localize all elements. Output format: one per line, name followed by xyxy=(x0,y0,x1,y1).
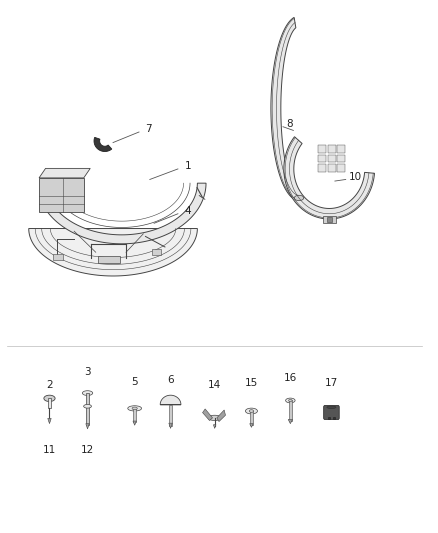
Ellipse shape xyxy=(249,410,254,413)
Polygon shape xyxy=(39,168,90,178)
Text: 2: 2 xyxy=(46,380,53,390)
Polygon shape xyxy=(284,136,374,219)
Text: 17: 17 xyxy=(325,378,338,389)
Bar xyxy=(323,216,336,223)
Polygon shape xyxy=(202,409,212,421)
Text: 5: 5 xyxy=(131,377,138,387)
Bar xyxy=(333,417,336,419)
Bar xyxy=(318,145,326,152)
Polygon shape xyxy=(29,229,198,276)
Bar xyxy=(289,400,292,421)
Text: 3: 3 xyxy=(84,367,91,377)
Bar xyxy=(318,155,326,162)
Ellipse shape xyxy=(82,391,93,395)
Ellipse shape xyxy=(327,406,336,408)
Text: 7: 7 xyxy=(145,124,152,134)
Bar xyxy=(98,256,120,263)
Bar xyxy=(328,417,330,419)
Bar xyxy=(328,164,336,172)
Bar xyxy=(338,155,345,162)
Text: 12: 12 xyxy=(81,445,94,455)
Ellipse shape xyxy=(208,415,221,421)
Bar xyxy=(134,408,136,422)
Bar xyxy=(328,145,336,152)
Bar xyxy=(169,405,172,426)
Polygon shape xyxy=(250,424,253,427)
Polygon shape xyxy=(271,18,299,200)
Bar xyxy=(48,398,51,408)
Bar xyxy=(152,248,162,255)
Polygon shape xyxy=(160,395,181,405)
Polygon shape xyxy=(86,424,89,429)
Ellipse shape xyxy=(128,406,141,411)
Text: 6: 6 xyxy=(167,375,174,385)
Polygon shape xyxy=(39,178,84,212)
Bar xyxy=(53,254,64,260)
Text: 10: 10 xyxy=(349,172,362,182)
Polygon shape xyxy=(169,423,172,429)
Bar xyxy=(338,145,345,152)
Text: 1: 1 xyxy=(184,161,191,171)
Ellipse shape xyxy=(294,195,304,200)
Ellipse shape xyxy=(84,405,92,408)
Polygon shape xyxy=(94,138,112,151)
FancyBboxPatch shape xyxy=(324,406,339,419)
Bar xyxy=(86,393,89,425)
Ellipse shape xyxy=(286,398,295,403)
Bar xyxy=(327,217,332,222)
Text: 8: 8 xyxy=(286,119,293,129)
Polygon shape xyxy=(133,421,136,425)
Ellipse shape xyxy=(44,395,55,401)
Bar xyxy=(318,164,326,172)
Bar xyxy=(250,411,253,425)
Ellipse shape xyxy=(245,408,258,414)
Bar xyxy=(338,164,345,172)
Ellipse shape xyxy=(289,399,292,401)
Text: 16: 16 xyxy=(284,373,297,383)
Text: 11: 11 xyxy=(43,445,56,455)
Polygon shape xyxy=(288,419,293,424)
Polygon shape xyxy=(48,418,51,424)
Polygon shape xyxy=(217,410,226,422)
Ellipse shape xyxy=(132,407,137,410)
Polygon shape xyxy=(40,183,206,244)
Bar xyxy=(328,155,336,162)
Text: 4: 4 xyxy=(184,206,191,216)
Text: 14: 14 xyxy=(208,380,221,390)
Text: 15: 15 xyxy=(245,378,258,389)
Polygon shape xyxy=(213,425,216,429)
